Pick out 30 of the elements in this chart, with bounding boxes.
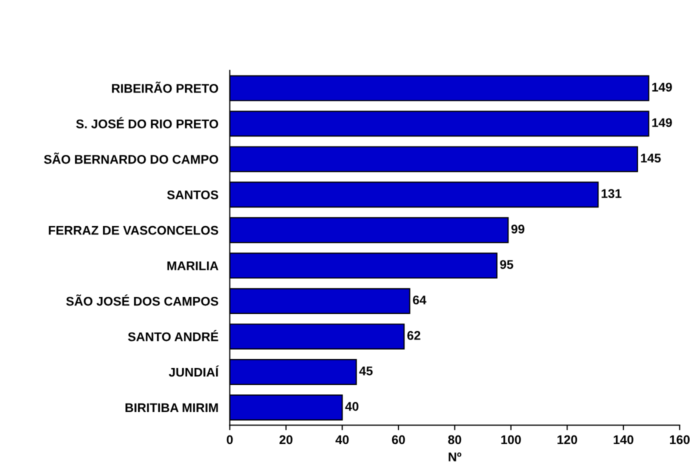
data-label: 99 bbox=[511, 224, 524, 234]
x-tick-label: 140 bbox=[614, 435, 634, 444]
x-tick-label: 0 bbox=[226, 435, 233, 444]
data-label: 145 bbox=[641, 154, 661, 163]
y-tick-label: S. JOSÉ DO RIO PRETO bbox=[76, 117, 218, 128]
x-tick-label: 100 bbox=[501, 435, 521, 444]
x-axis-title: Nº bbox=[448, 452, 462, 462]
x-tick-label: 80 bbox=[448, 435, 462, 444]
x-tick-label: 120 bbox=[558, 435, 578, 444]
y-tick-label: JUNDIAÍ bbox=[168, 365, 219, 377]
data-label: 45 bbox=[359, 366, 373, 376]
data-label: 40 bbox=[345, 402, 358, 411]
data-label: 149 bbox=[652, 118, 672, 128]
y-tick-label: SÃO JOSÉ DOS CAMPOS bbox=[66, 294, 218, 306]
x-tick-label: 60 bbox=[392, 435, 405, 444]
y-tick-label: MARILIA bbox=[167, 262, 218, 270]
x-tick-label: 160 bbox=[670, 435, 690, 444]
y-tick-label: BIRITIBA MIRIM bbox=[126, 403, 218, 412]
x-tick-label: 40 bbox=[335, 435, 349, 444]
data-label: 62 bbox=[407, 331, 420, 340]
data-label: 95 bbox=[500, 260, 514, 269]
y-tick-label: SÃO BERNARDO DO CAMPO bbox=[44, 152, 218, 164]
y-tick-label: RIBEIRÃO PRETO bbox=[112, 82, 218, 93]
y-tick-label: SANTOS bbox=[167, 190, 218, 200]
y-tick-label: FERRAZ DE VASCONCELOS bbox=[48, 226, 218, 235]
y-tick-label: SANTO ANDRÉ bbox=[128, 330, 218, 342]
data-label: 149 bbox=[652, 82, 672, 92]
x-tick-label: 20 bbox=[279, 435, 292, 444]
data-label: 64 bbox=[412, 296, 426, 304]
data-label: 131 bbox=[602, 189, 622, 198]
